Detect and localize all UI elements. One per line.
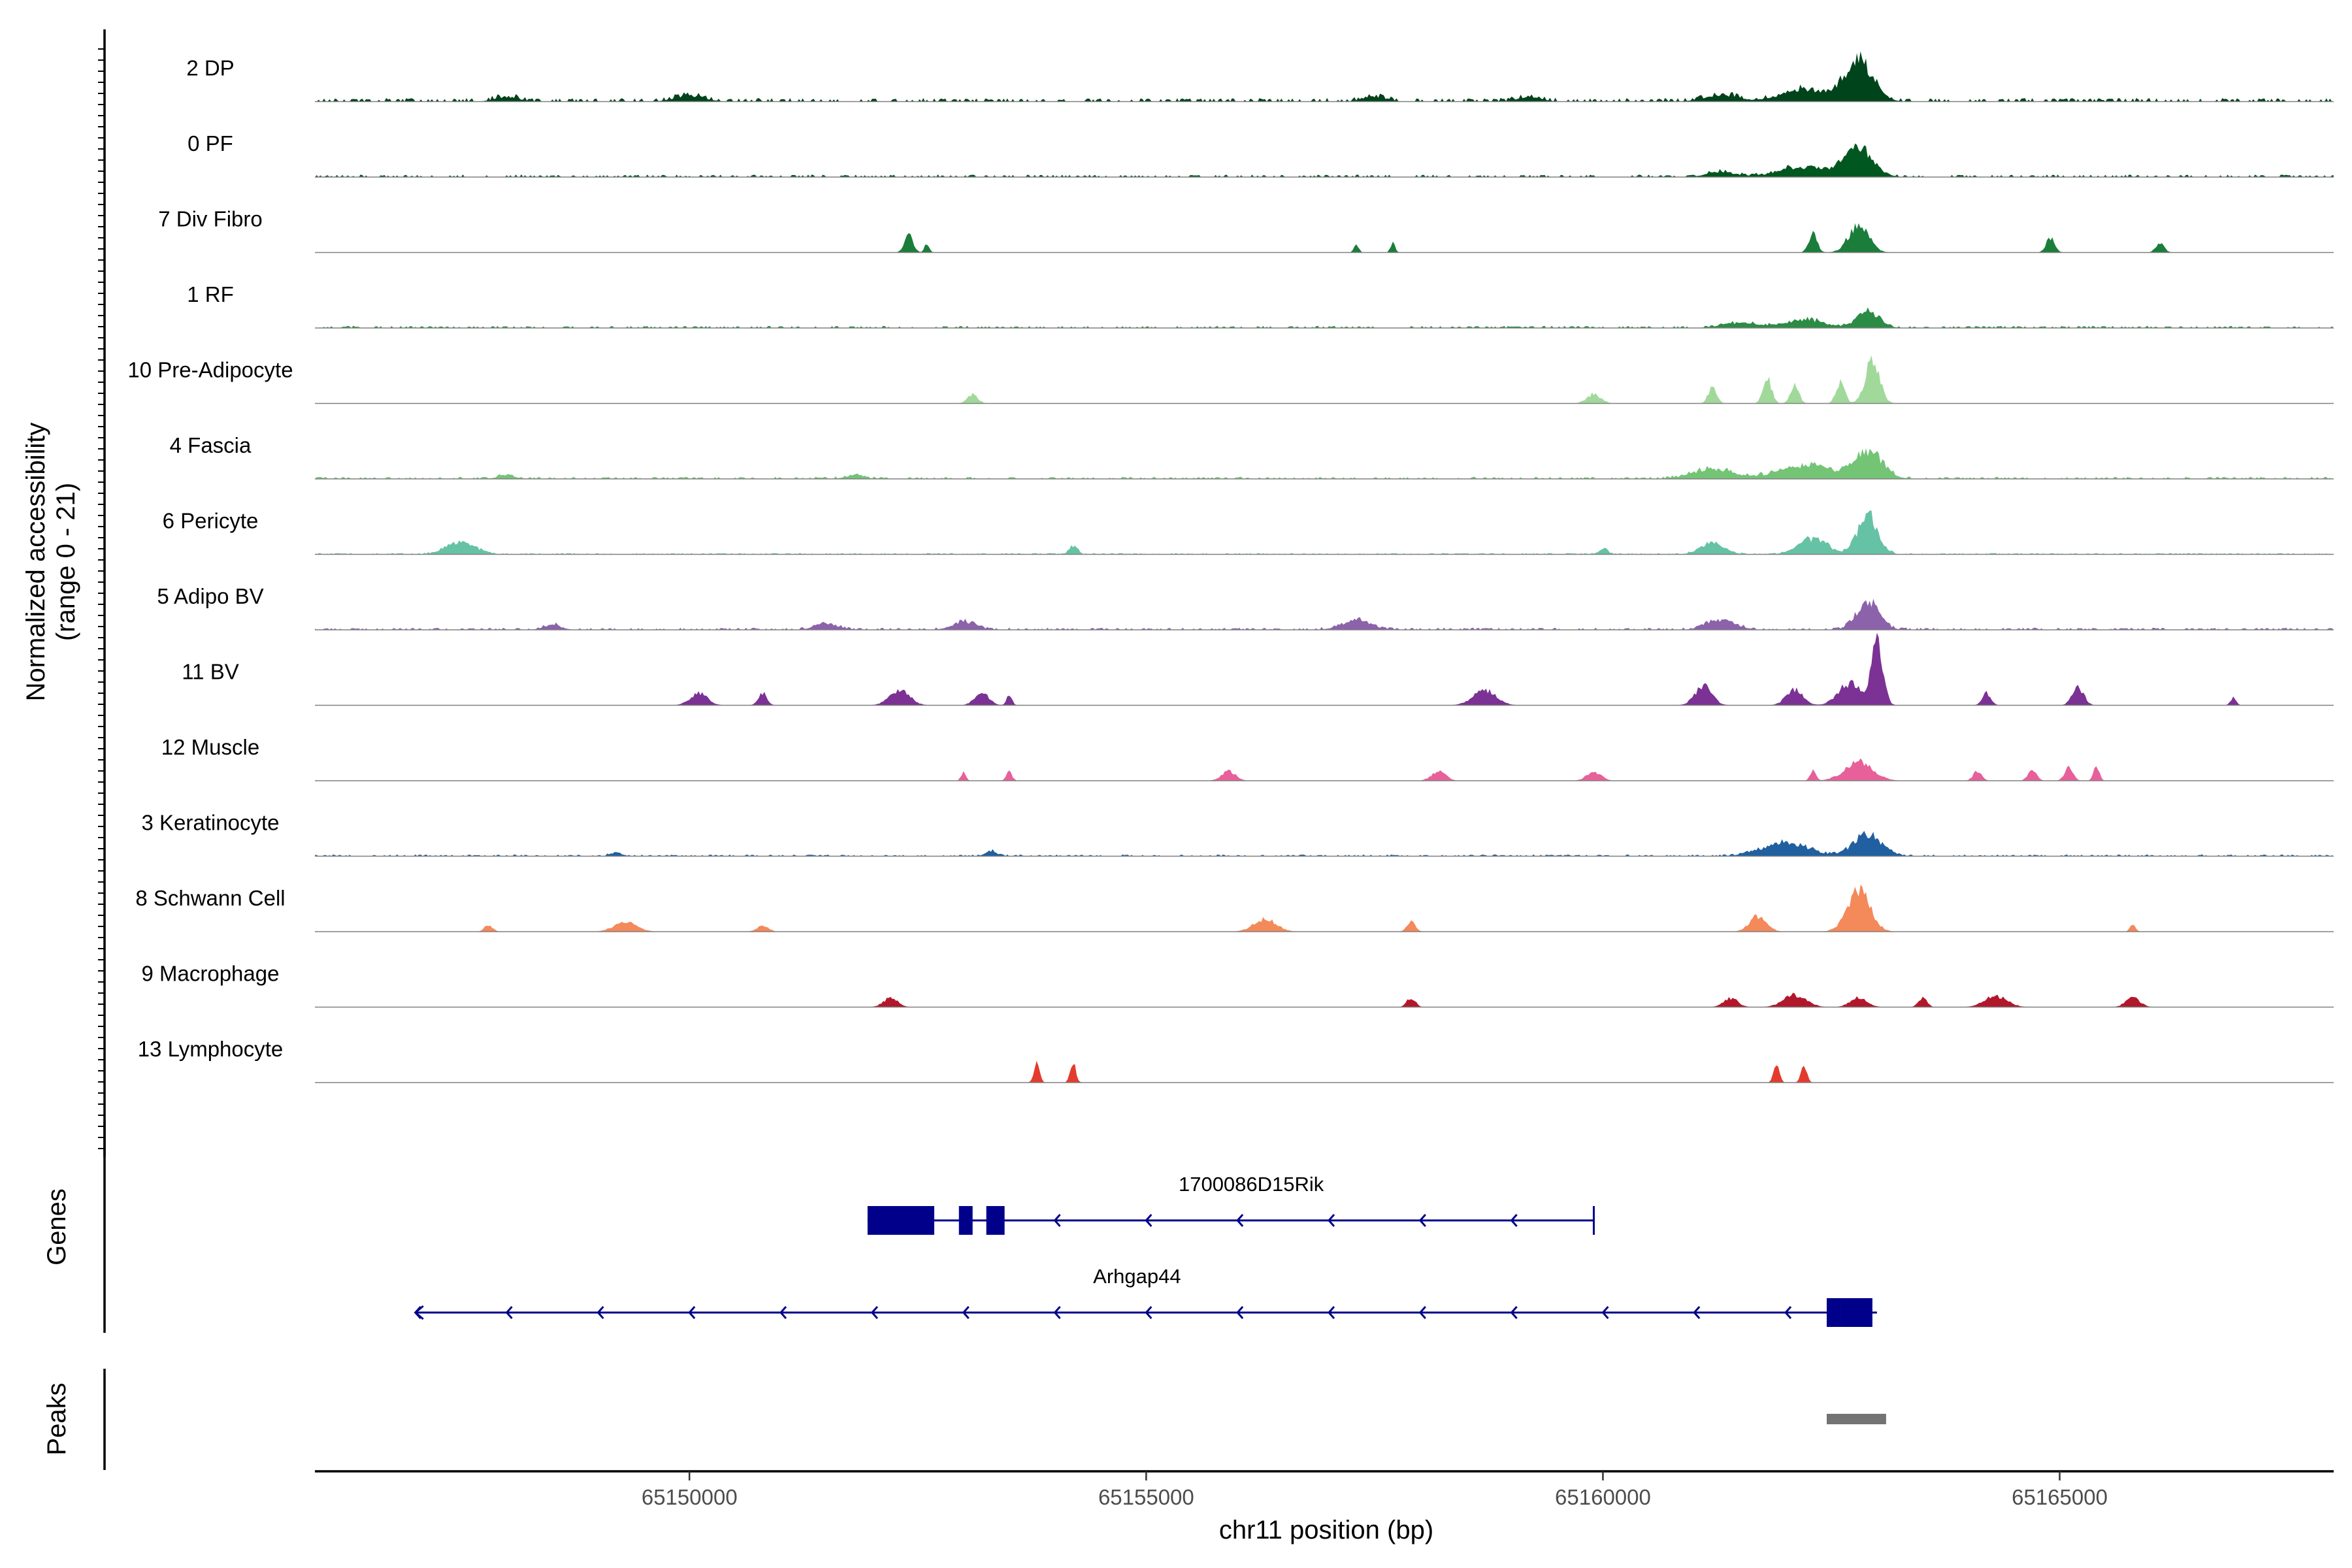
track-label: 13 Lymphocyte xyxy=(138,1037,284,1061)
strand-arrow xyxy=(1418,1214,1426,1227)
track-label: 4 Fascia xyxy=(170,433,252,457)
strand-arrow xyxy=(870,1306,879,1319)
strand-arrow xyxy=(596,1306,604,1319)
track-0: 2 DP xyxy=(186,51,2334,103)
x-tick-label: 65150000 xyxy=(642,1485,738,1509)
gene-exon xyxy=(867,1206,934,1235)
strand-arrow xyxy=(1145,1214,1152,1227)
strand-arrow xyxy=(779,1306,787,1319)
track-label: 0 PF xyxy=(188,131,233,155)
track-label: 6 Pericyte xyxy=(163,509,259,533)
strand-arrow xyxy=(1418,1306,1426,1319)
strand-arrow xyxy=(1327,1214,1335,1227)
strand-arrow xyxy=(1145,1306,1152,1319)
y-axis-label-line: (range 0 - 21) xyxy=(52,483,80,641)
track-label: 3 Keratinocyte xyxy=(142,811,280,835)
x-tick-label: 65160000 xyxy=(1555,1485,1651,1509)
track-6: 6 Pericyte xyxy=(163,509,2334,555)
strand-arrow xyxy=(1053,1214,1061,1227)
track-label: 1 RF xyxy=(187,282,234,306)
strand-arrow xyxy=(1236,1306,1244,1319)
track-7: 5 Adipo BV xyxy=(157,584,2334,630)
gene-exon xyxy=(986,1206,1005,1235)
strand-arrow xyxy=(962,1306,970,1319)
track-11: 8 Schwann Cell xyxy=(135,885,2334,932)
coverage-area xyxy=(315,885,2334,932)
gene-name: 1700086D15Rik xyxy=(1179,1173,1324,1196)
track-13: 13 Lymphocyte xyxy=(138,1037,2334,1083)
track-label: 5 Adipo BV xyxy=(157,584,263,608)
strand-arrow xyxy=(1236,1214,1244,1227)
track-label: 8 Schwann Cell xyxy=(135,886,285,910)
strand-arrow xyxy=(414,1305,424,1320)
track-9: 12 Muscle xyxy=(161,735,2334,781)
track-5: 4 Fascia xyxy=(170,433,2334,480)
track-label: 2 DP xyxy=(186,56,234,80)
coverage-area xyxy=(315,992,2334,1007)
strand-arrow xyxy=(1601,1306,1609,1319)
strand-arrow xyxy=(1693,1306,1701,1319)
track-1: 0 PF xyxy=(188,131,2334,178)
y-axis-label-line: Normalized accessibility xyxy=(22,423,50,702)
gene-name: Arhgap44 xyxy=(1093,1265,1181,1288)
track-8: 11 BV xyxy=(182,632,2334,706)
track-label: 9 Macrophage xyxy=(142,962,280,986)
x-tick-label: 65165000 xyxy=(2012,1485,2108,1509)
strand-arrow xyxy=(1510,1214,1518,1227)
track-3: 1 RF xyxy=(187,282,2334,329)
gene-exon xyxy=(958,1206,973,1235)
track-4: 10 Pre-Adipocyte xyxy=(127,355,2334,404)
track-10: 3 Keratinocyte xyxy=(142,811,2334,857)
y-axis-label: Normalized accessibility(range 0 - 21) xyxy=(22,423,80,702)
strand-arrow xyxy=(1327,1306,1335,1319)
strand-arrow xyxy=(1784,1306,1792,1319)
genes-track: Genes 1700086D15Rik Arhgap44 xyxy=(42,1120,1877,1333)
strand-arrow xyxy=(1053,1306,1061,1319)
gene-1: Arhgap44 xyxy=(414,1265,1877,1327)
track-12: 9 Macrophage xyxy=(142,962,2334,1008)
peaks-track-label: Peaks xyxy=(42,1382,71,1455)
coverage-area xyxy=(315,448,2334,479)
gene-exon xyxy=(1827,1298,1840,1327)
track-2: 7 Div Fibro xyxy=(158,207,2334,253)
track-label: 11 BV xyxy=(182,660,238,684)
gene-0: 1700086D15Rik xyxy=(867,1173,1595,1235)
genes-track-label: Genes xyxy=(42,1188,71,1266)
coverage-area xyxy=(315,51,2334,102)
x-tick-label: 65155000 xyxy=(1098,1485,1194,1509)
strand-arrow xyxy=(505,1306,513,1319)
x-axis: 65150000 65155000 65160000 65165000 xyxy=(315,1470,2334,1509)
x-axis-label: chr11 position (bp) xyxy=(1219,1516,1433,1544)
track-label: 12 Muscle xyxy=(161,735,259,759)
strand-arrow xyxy=(1510,1306,1518,1319)
track-label: 10 Pre-Adipocyte xyxy=(127,358,293,382)
strand-arrow xyxy=(688,1306,696,1319)
coverage-tracks: 2 DP 0 PF 7 Div Fibro 1 RF 10 Pre-Adipocyte 4… xyxy=(127,51,2334,1083)
accessibility-axis xyxy=(98,29,106,1157)
gene-exon xyxy=(1840,1298,1872,1327)
peaks-track: Peaks xyxy=(42,1369,1886,1470)
peak-region xyxy=(1827,1414,1886,1424)
track-label: 7 Div Fibro xyxy=(158,207,263,231)
